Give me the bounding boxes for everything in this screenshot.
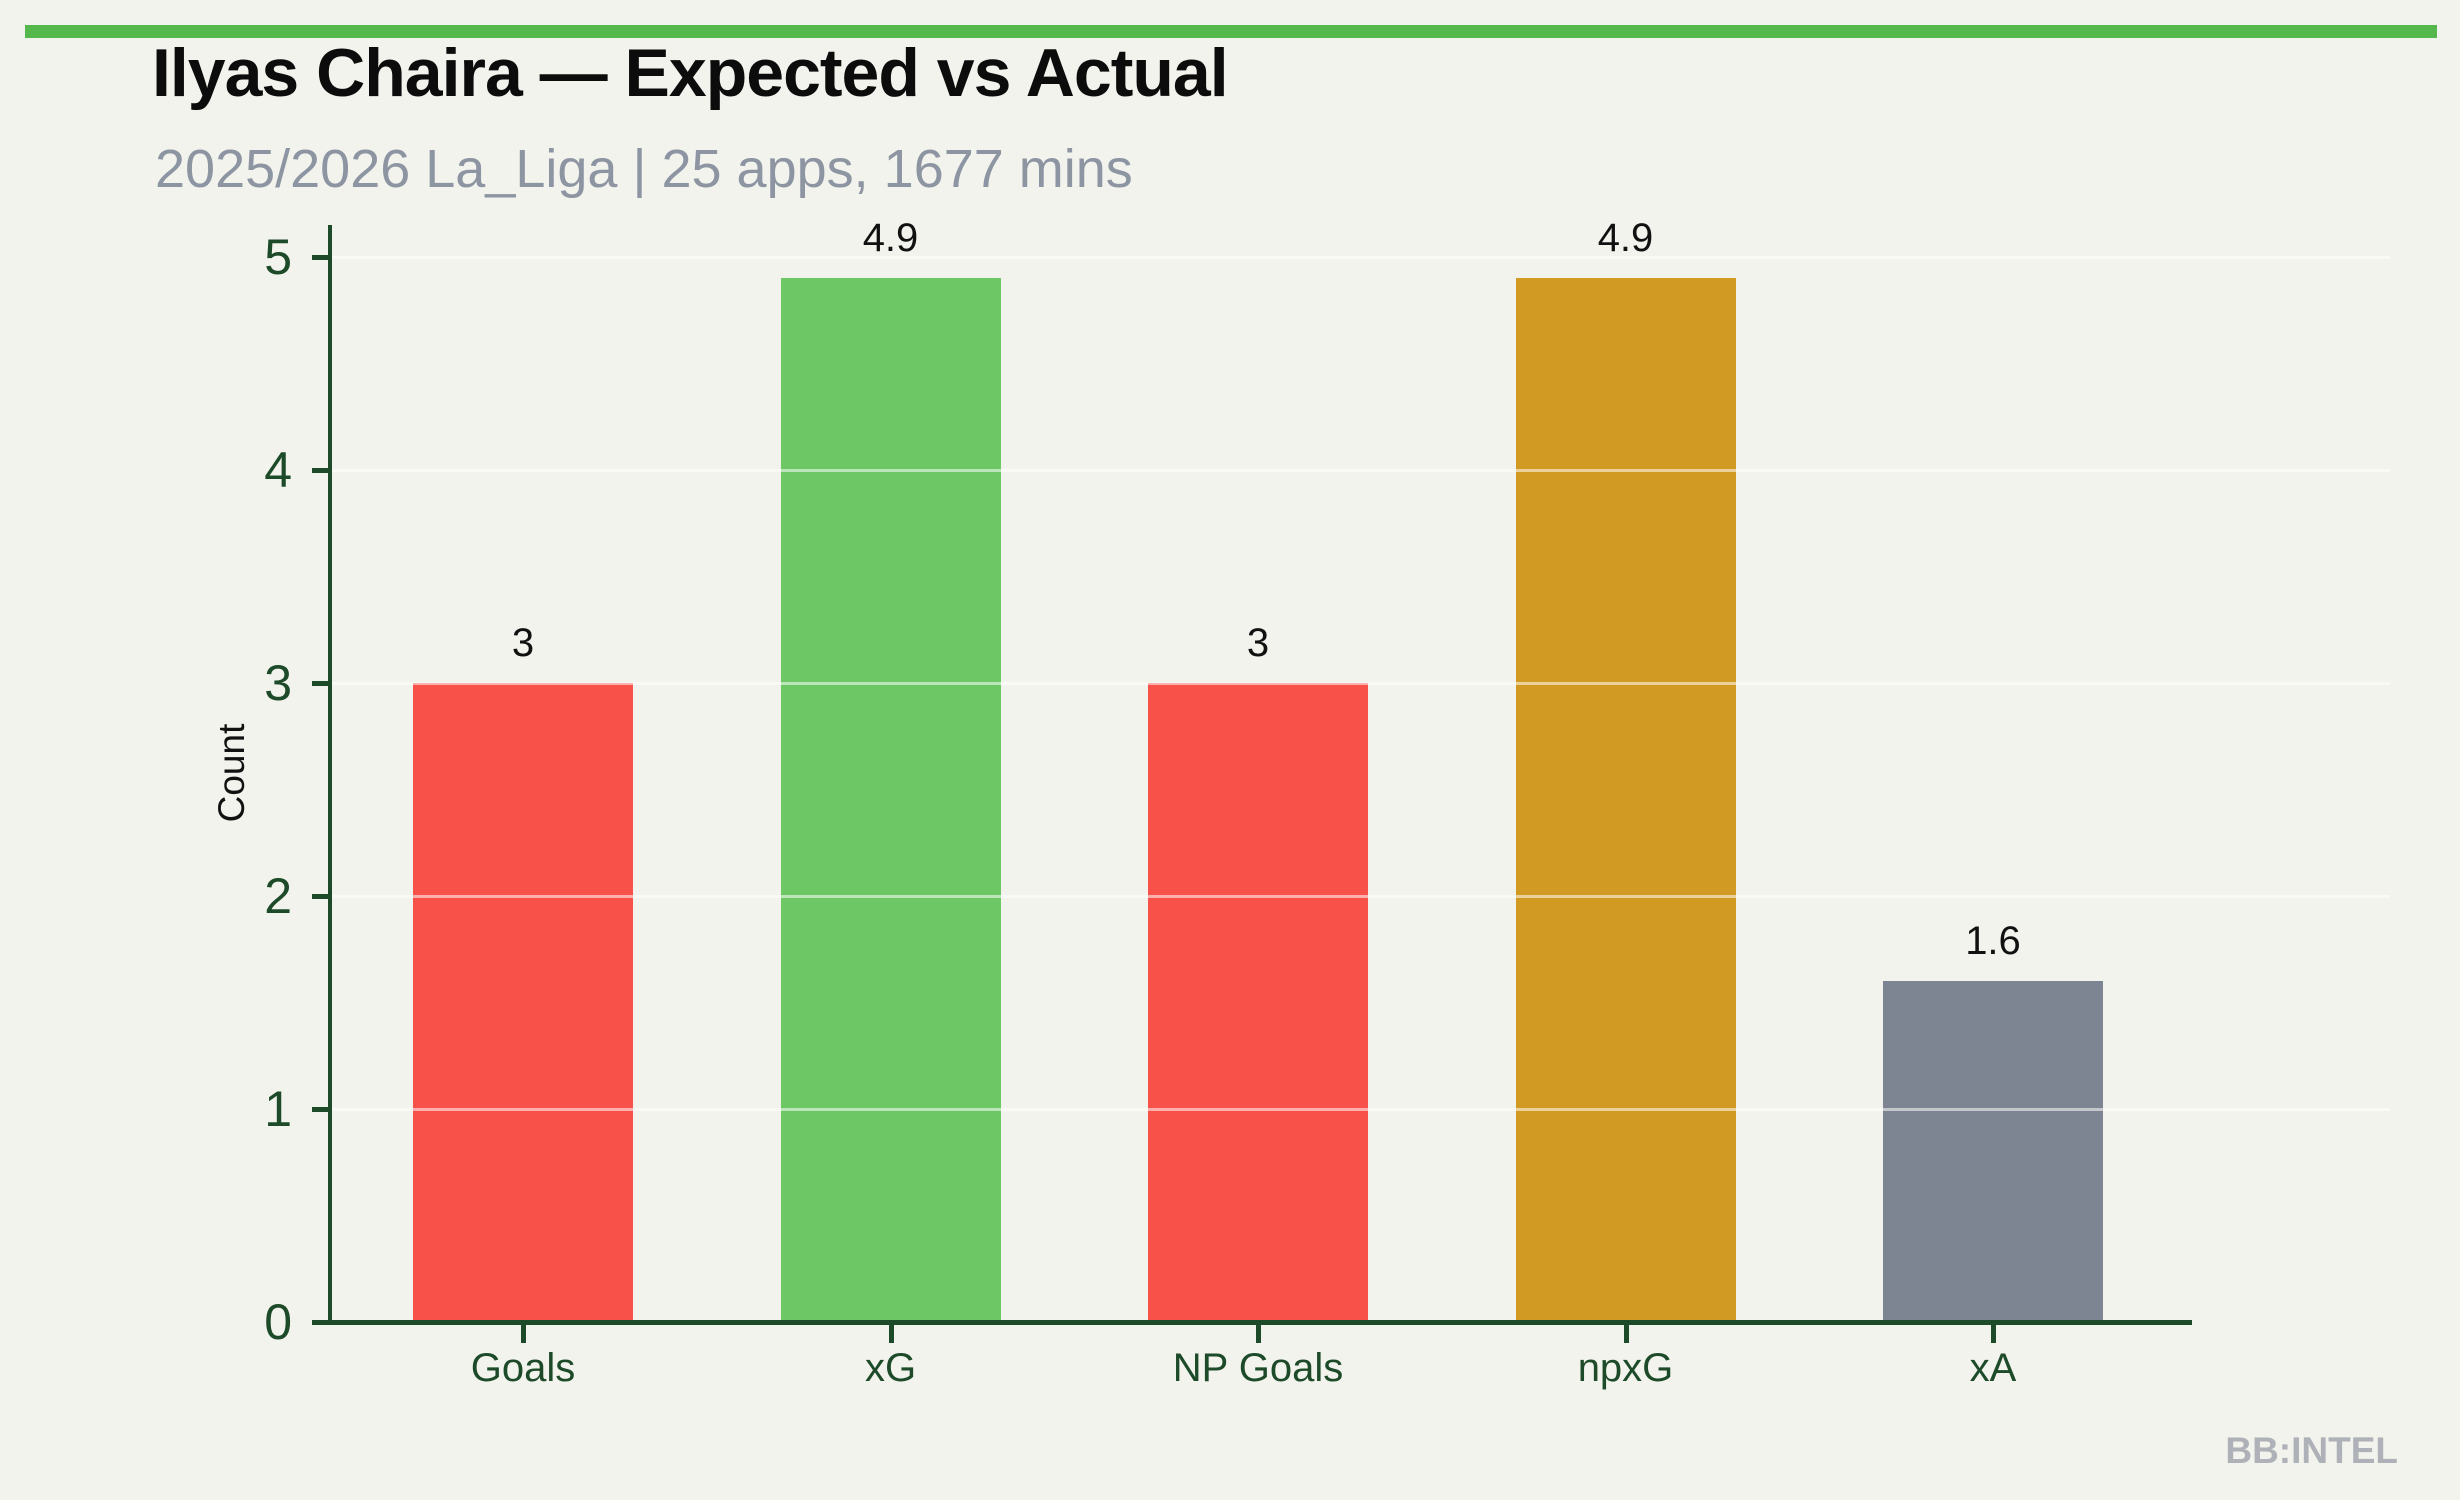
page-title: Ilyas Chaira — Expected vs Actual xyxy=(152,35,1229,111)
gridline xyxy=(332,1107,2390,1111)
x-axis-tick-mark xyxy=(1623,1325,1629,1343)
x-axis-tick-label-xg: xG xyxy=(864,1346,917,1390)
y-axis-tick-mark xyxy=(312,1106,328,1112)
accent-top-strip xyxy=(25,25,2437,38)
page-subtitle: 2025/2026 La_Liga | 25 apps, 1677 mins xyxy=(155,139,1133,199)
y-axis-tick-label: 4 xyxy=(264,441,292,498)
bar-np-goals xyxy=(1148,682,1368,1322)
y-axis-tick-label: 2 xyxy=(264,867,292,924)
bar-value-label-xa: 1.6 xyxy=(1965,919,2021,964)
y-axis-title: Count xyxy=(211,723,252,823)
x-axis-tick-mark xyxy=(1991,1325,1996,1343)
bar-value-label-xg: 4.9 xyxy=(862,216,919,261)
bar-value-label-goals: 3 xyxy=(511,620,535,665)
bar-xg xyxy=(780,278,1001,1322)
y-axis-tick-mark xyxy=(312,1320,328,1325)
x-axis-tick-mark xyxy=(521,1325,526,1343)
gridline xyxy=(332,468,2390,472)
bar-goals xyxy=(413,682,633,1322)
y-axis-tick-label: 0 xyxy=(264,1294,292,1350)
y-axis-tick-label: 5 xyxy=(264,228,292,285)
bar-value-label-npxg: 4.9 xyxy=(1597,216,1654,261)
bar-xa xyxy=(1883,981,2103,1322)
bar-value-label-np-goals: 3 xyxy=(1246,620,1270,665)
y-axis-tick-mark xyxy=(312,680,328,686)
y-axis-tick-mark xyxy=(312,893,328,899)
y-axis-line xyxy=(328,225,332,1325)
y-axis-tick-mark xyxy=(312,467,328,473)
y-axis-tick-mark xyxy=(312,254,328,260)
x-axis-tick-label-np-goals: NP Goals xyxy=(1172,1346,1344,1390)
y-axis-tick-label: 3 xyxy=(264,654,292,711)
watermark-label: BB:INTEL xyxy=(2225,1430,2398,1471)
x-axis-line xyxy=(328,1320,2192,1325)
bar-npxg xyxy=(1515,278,1736,1322)
x-axis-tick-mark xyxy=(888,1325,894,1343)
x-axis-tick-label-goals: Goals xyxy=(470,1346,576,1390)
x-axis-tick-mark xyxy=(1256,1325,1261,1343)
gridline xyxy=(332,894,2390,898)
gridline xyxy=(332,255,2390,259)
gridline xyxy=(332,681,2390,685)
x-axis-tick-label-xa: xA xyxy=(1969,1346,2017,1390)
x-axis-tick-label-npxg: npxG xyxy=(1577,1346,1674,1390)
y-axis-tick-label: 1 xyxy=(264,1080,292,1137)
